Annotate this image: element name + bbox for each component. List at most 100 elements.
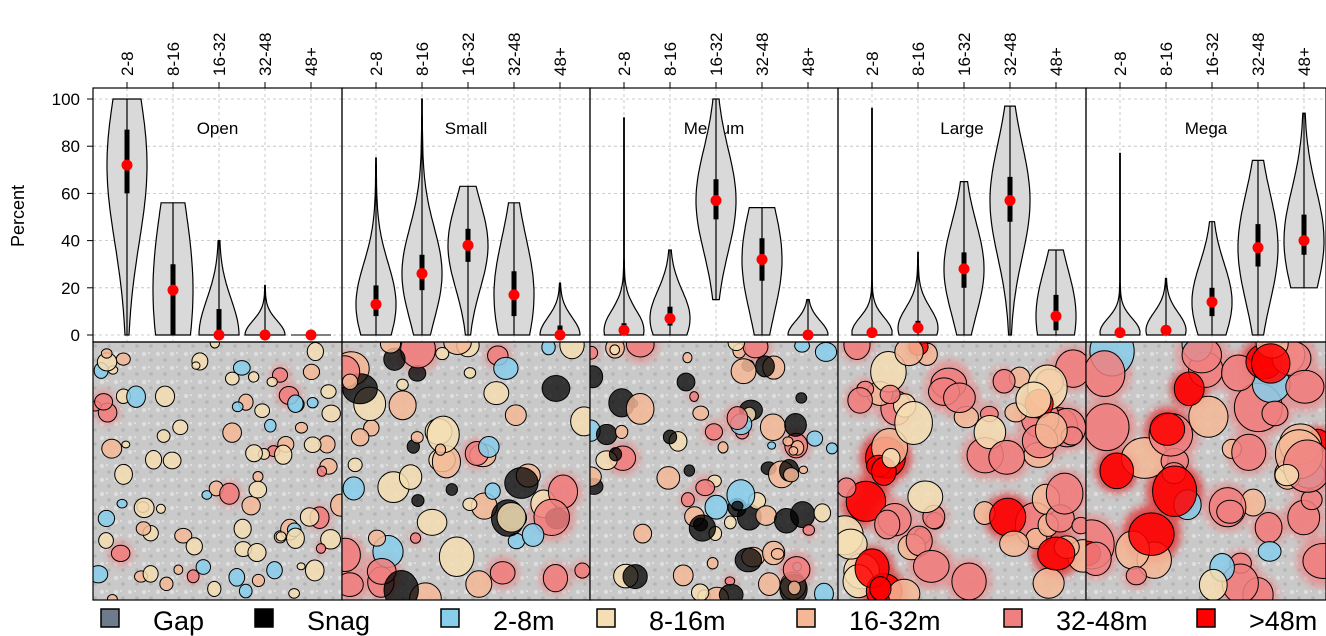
crown <box>1034 411 1068 449</box>
crown <box>1032 567 1065 599</box>
crown <box>142 565 159 583</box>
crown <box>814 582 834 600</box>
panel-mega: Mega 2-8 8-16 16-32 32-48 48+ <box>1085 33 1326 343</box>
crown <box>299 507 320 527</box>
panel-title: Mega <box>1185 119 1228 138</box>
crown <box>1261 400 1289 427</box>
median-point <box>213 329 225 341</box>
crown <box>106 594 118 600</box>
crown <box>798 465 809 475</box>
crown <box>704 494 729 520</box>
crown <box>1274 463 1300 487</box>
crown <box>159 576 174 591</box>
x-tick-label: 8-16 <box>1157 42 1176 76</box>
crown <box>1250 343 1291 384</box>
legend-item: Snag <box>254 606 370 636</box>
crown <box>683 464 696 477</box>
crown <box>847 387 873 414</box>
crown <box>320 529 342 550</box>
canopy-map-mega <box>1085 341 1326 601</box>
crown <box>465 570 493 598</box>
crown <box>155 503 166 514</box>
crown <box>1173 371 1205 407</box>
x-tick-label: 32-48 <box>1249 33 1268 76</box>
crown <box>656 466 681 490</box>
crown <box>286 527 305 549</box>
median-point <box>167 284 179 296</box>
crown <box>695 479 716 497</box>
crown <box>726 406 749 431</box>
crown <box>252 471 264 483</box>
legend-item: 32-48m <box>1003 606 1148 636</box>
legend-item: Gap <box>100 606 204 636</box>
median-point <box>1160 324 1172 336</box>
median-point <box>802 329 814 341</box>
crown <box>1128 512 1175 556</box>
violin-8-16 <box>649 249 691 336</box>
violin-2-8 <box>1099 152 1141 339</box>
crown <box>1216 499 1244 524</box>
crown <box>676 372 696 392</box>
crown <box>247 543 267 563</box>
crown <box>672 564 694 587</box>
crown <box>806 430 824 447</box>
crown <box>409 532 422 544</box>
median-point <box>1004 194 1016 206</box>
x-tick-label: 48+ <box>551 47 570 76</box>
crown <box>1152 465 1198 517</box>
violin-48+ <box>291 329 331 341</box>
median-point <box>259 329 271 341</box>
x-tick-label: 8-16 <box>413 42 432 76</box>
crown <box>304 559 325 582</box>
crown <box>342 537 361 573</box>
violin-2-8 <box>106 98 148 336</box>
crown <box>316 465 328 477</box>
median-point <box>1298 235 1310 247</box>
violin-8-16 <box>1145 277 1187 336</box>
crown <box>504 404 527 426</box>
y-tick-label: 20 <box>61 279 80 298</box>
crown <box>912 549 950 583</box>
crown <box>989 497 1027 537</box>
x-tick-label: 16-32 <box>1203 33 1222 76</box>
x-tick-label: 8-16 <box>164 42 183 76</box>
median-point <box>756 253 768 265</box>
crown <box>238 583 253 599</box>
crown <box>350 428 370 447</box>
violin-16-32 <box>695 98 737 301</box>
crown <box>98 532 114 549</box>
legend-item: >48m <box>1196 606 1317 636</box>
crown <box>172 419 189 436</box>
crown <box>1188 395 1229 438</box>
map-background <box>93 342 342 600</box>
crown <box>411 494 425 508</box>
crown <box>191 361 201 370</box>
violin-16-32 <box>1191 221 1233 336</box>
crown <box>1099 452 1135 490</box>
crown <box>682 352 693 364</box>
crown <box>416 508 448 536</box>
violin-8-16 <box>401 98 443 336</box>
crown <box>825 442 838 455</box>
x-tick-label: 16-32 <box>955 33 974 76</box>
crown <box>388 390 417 421</box>
legend-label: 2-8m <box>493 606 555 636</box>
y-tick-label: 80 <box>61 137 80 156</box>
crown <box>110 544 131 562</box>
crown <box>274 444 293 465</box>
median-point <box>1114 327 1126 339</box>
crown <box>869 576 892 600</box>
crown <box>93 565 109 584</box>
crown <box>570 406 590 437</box>
crown <box>302 363 321 381</box>
crown <box>101 438 123 459</box>
x-tick-label: 8-16 <box>909 42 928 76</box>
x-tick-label: 2-8 <box>367 51 386 76</box>
crown <box>121 440 131 449</box>
panel-title: Small <box>445 119 488 138</box>
crown <box>231 401 244 413</box>
canopy-map-small <box>341 341 591 601</box>
crown <box>730 358 757 385</box>
violin-8-16 <box>152 202 194 336</box>
crown <box>114 463 133 485</box>
